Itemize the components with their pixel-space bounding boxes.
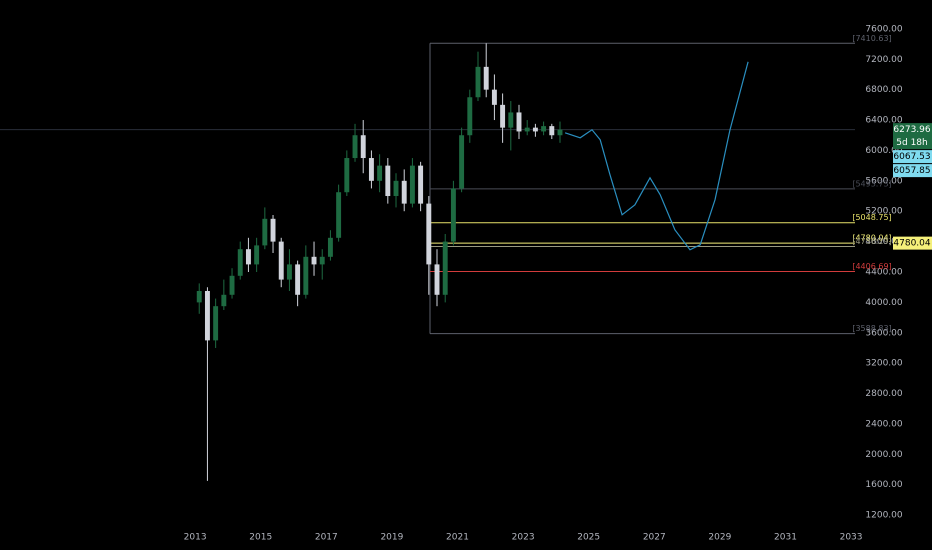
candle-body xyxy=(541,126,547,132)
candle-body xyxy=(418,165,424,204)
candle-body xyxy=(295,264,301,295)
level-label: [7410.63] xyxy=(852,34,891,43)
candle-body xyxy=(221,294,227,307)
candle-body xyxy=(352,135,358,159)
candle-body xyxy=(360,135,366,159)
x-tick-label: 2023 xyxy=(512,533,535,543)
price-tag xyxy=(893,164,932,178)
price-tag-label: 4780.04 xyxy=(893,239,930,249)
candle-body xyxy=(245,249,251,265)
x-tick-label: 2033 xyxy=(840,533,863,543)
candle-body xyxy=(516,112,522,132)
y-tick-label: 7200.00 xyxy=(865,55,902,65)
candle-body xyxy=(483,66,489,90)
candle-body xyxy=(196,290,202,303)
candle-body xyxy=(311,256,317,265)
candle-body xyxy=(426,203,432,265)
candle-body xyxy=(450,188,456,242)
candle-body xyxy=(467,97,473,136)
price-tag-label: 6067.53 xyxy=(893,152,930,162)
candle-body xyxy=(442,241,448,295)
candle-body xyxy=(286,264,292,280)
y-tick-label: 6800.00 xyxy=(865,85,902,95)
y-tick-label: 4000.00 xyxy=(865,298,902,308)
candle-body xyxy=(385,165,391,197)
candle-body xyxy=(368,158,374,181)
candle-body xyxy=(500,104,506,128)
x-tick-label: 2021 xyxy=(446,533,469,543)
price-tag-label: 6273.96 xyxy=(893,125,930,135)
candle-body xyxy=(549,126,555,136)
candle-body xyxy=(229,275,235,295)
level-label: [4780.04] xyxy=(852,234,891,243)
y-tick-label: 6400.00 xyxy=(865,116,902,126)
candle-body xyxy=(377,165,383,181)
price-tag-note: 5d 18h xyxy=(896,138,927,148)
x-tick-label: 2025 xyxy=(577,533,600,543)
y-tick-label: 1200.00 xyxy=(865,511,902,521)
candle-body xyxy=(532,127,538,132)
candle-body xyxy=(409,165,415,204)
y-tick-label: 2000.00 xyxy=(865,450,902,460)
candle-body xyxy=(475,66,481,98)
price-tag xyxy=(893,150,932,164)
x-tick-label: 2029 xyxy=(708,533,731,543)
price-tag xyxy=(893,123,932,150)
x-tick-label: 2013 xyxy=(184,533,207,543)
y-tick-label: 3200.00 xyxy=(865,359,902,369)
candle-body xyxy=(262,218,268,246)
level-label: [4736.29] xyxy=(852,237,891,246)
candle-body xyxy=(327,237,333,257)
candle-body xyxy=(508,112,514,128)
candle-body xyxy=(319,256,325,265)
candle-body xyxy=(204,290,210,341)
y-tick-label: 2400.00 xyxy=(865,419,902,429)
y-tick-label: 2800.00 xyxy=(865,389,902,399)
candle-body xyxy=(254,245,260,265)
projection-line xyxy=(564,61,749,251)
y-tick-label: 7600.00 xyxy=(865,24,902,34)
candle-body xyxy=(270,218,276,242)
candle-body xyxy=(393,180,399,197)
level-label: [5048.75] xyxy=(852,213,891,222)
x-tick-label: 2027 xyxy=(643,533,666,543)
candle-body xyxy=(557,129,563,136)
y-tick-label: 3600.00 xyxy=(865,328,902,338)
candle-body xyxy=(344,158,350,193)
candle-body xyxy=(213,306,219,341)
candle-body xyxy=(524,127,530,132)
x-tick-label: 2031 xyxy=(774,533,797,543)
x-tick-label: 2015 xyxy=(249,533,272,543)
y-tick-label: 5200.00 xyxy=(865,207,902,217)
y-tick-label: 6000.00 xyxy=(865,146,902,156)
candle-body xyxy=(303,256,309,295)
level-label: [4406.69] xyxy=(852,262,891,271)
candle-body xyxy=(278,241,284,280)
candle-body xyxy=(237,249,243,276)
level-label: [5493.73] xyxy=(852,179,891,188)
price-tag xyxy=(893,236,932,250)
y-tick-label: 4400.00 xyxy=(865,267,902,277)
x-tick-label: 2017 xyxy=(315,533,338,543)
price-tag-label: 6057.85 xyxy=(893,166,930,176)
y-tick-label: 1600.00 xyxy=(865,480,902,490)
y-tick-label: 5600.00 xyxy=(865,176,902,186)
candle-body xyxy=(401,180,407,204)
candle-body xyxy=(459,135,465,189)
x-tick-label: 2019 xyxy=(380,533,403,543)
candle-body xyxy=(434,264,440,295)
level-label: [3588.83] xyxy=(852,324,891,333)
y-tick-label: 4800.00 xyxy=(865,237,902,247)
candle-body xyxy=(491,89,497,105)
candle-body xyxy=(336,192,342,238)
